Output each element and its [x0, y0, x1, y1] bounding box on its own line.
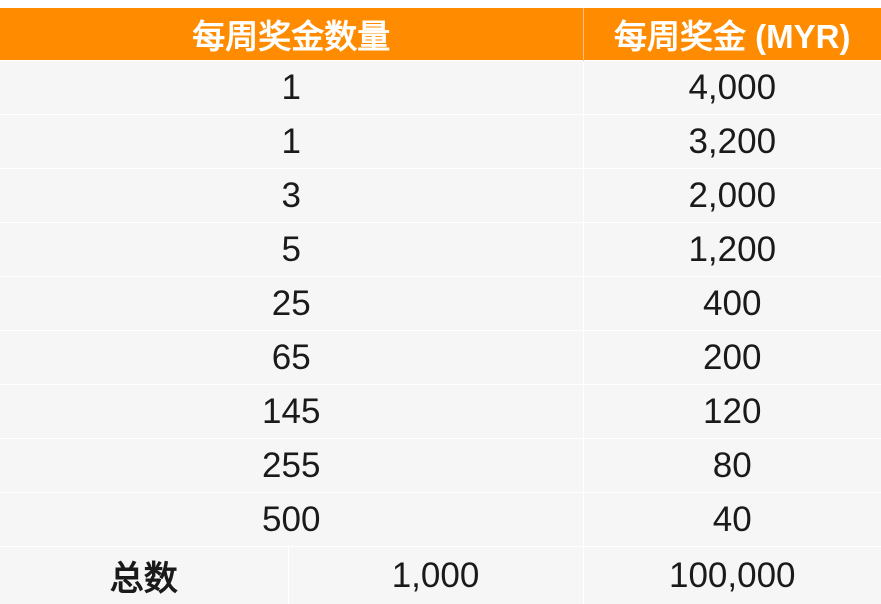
total-row: 总数 1,000 100,000 [0, 547, 881, 604]
header-prize-count: 每周奖金数量 [0, 8, 583, 61]
total-count: 1,000 [288, 547, 583, 604]
prize-count-cell: 1 [0, 115, 583, 169]
prize-amount-cell: 1,200 [583, 223, 881, 277]
prize-amount-cell: 4,000 [583, 61, 881, 115]
prize-count-cell: 145 [0, 385, 583, 439]
prize-count-cell: 65 [0, 331, 583, 385]
prize-amount-cell: 400 [583, 277, 881, 331]
prize-count-cell: 25 [0, 277, 583, 331]
header-prize-amount: 每周奖金 (MYR) [583, 8, 881, 61]
prize-count-cell: 500 [0, 493, 583, 547]
prize-count-cell: 3 [0, 169, 583, 223]
prize-amount-cell: 40 [583, 493, 881, 547]
prize-amount-cell: 2,000 [583, 169, 881, 223]
prize-count-cell: 1 [0, 61, 583, 115]
prize-amount-cell: 120 [583, 385, 881, 439]
total-label: 总数 [0, 547, 288, 604]
total-prize: 100,000 [583, 547, 881, 604]
prize-count-cell: 5 [0, 223, 583, 277]
prize-amount-cell: 3,200 [583, 115, 881, 169]
prize-count-cell: 255 [0, 439, 583, 493]
prize-amount-cell: 200 [583, 331, 881, 385]
header-row: 每周奖金数量 每周奖金 (MYR) [0, 8, 881, 61]
prize-amount-cell: 80 [583, 439, 881, 493]
